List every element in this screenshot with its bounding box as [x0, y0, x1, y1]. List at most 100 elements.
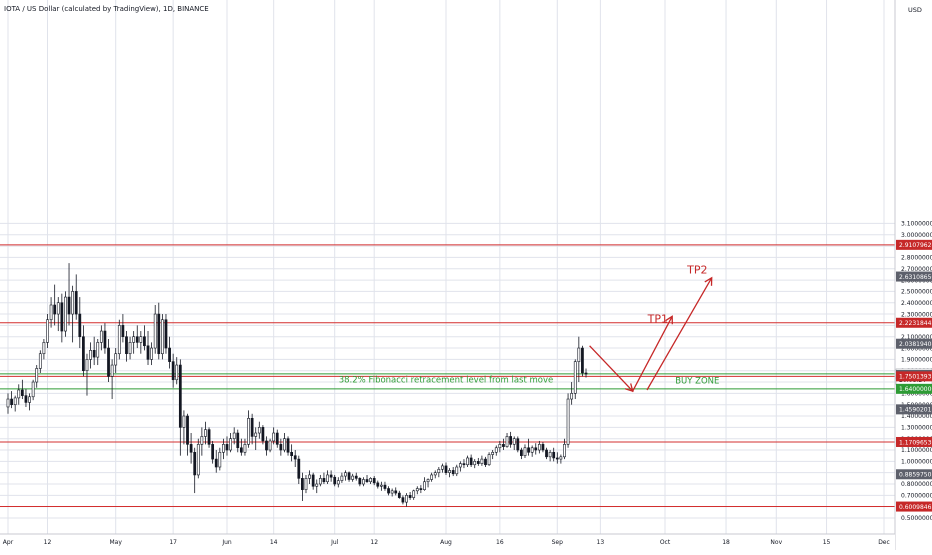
candle [315, 479, 319, 494]
candle-body [563, 444, 566, 458]
candle-body [290, 451, 293, 456]
candle-body [143, 336, 146, 347]
y-tick-label: 1.30000000 [901, 425, 932, 432]
candle [89, 342, 92, 369]
candle-body [555, 457, 559, 460]
candle-body [96, 342, 100, 358]
candle [369, 477, 372, 485]
price-badge: 1.45902013 [896, 404, 932, 415]
candle [358, 477, 362, 487]
candle-body [301, 478, 304, 490]
candle [408, 491, 412, 500]
candle [211, 440, 215, 464]
candle-body [24, 395, 28, 403]
candle-body [559, 456, 563, 460]
candle-body [333, 476, 337, 485]
candle-body [516, 438, 520, 451]
candle [275, 429, 279, 448]
candle [161, 314, 164, 360]
candle [178, 359, 182, 456]
candle [110, 359, 114, 400]
candle-body [236, 432, 240, 449]
candle [107, 338, 110, 383]
candle-body [480, 458, 484, 464]
candle-body [275, 432, 279, 445]
candle-body [204, 429, 207, 437]
candle-body [315, 483, 319, 487]
candle-body [340, 475, 344, 481]
candle-body [49, 304, 53, 321]
candle [157, 302, 161, 360]
candle-body [28, 396, 31, 403]
candle-body [229, 438, 232, 451]
candle [283, 433, 286, 453]
candle [60, 293, 64, 343]
candle [103, 323, 107, 354]
price-badge-bg [896, 338, 932, 349]
candle [354, 472, 358, 481]
price-badge: 1.17096536 [896, 436, 932, 447]
candle-body [56, 302, 60, 315]
candle [520, 447, 523, 460]
x-tick-label: Oct [660, 539, 671, 546]
candle [365, 474, 369, 483]
x-tick-label: 15 [823, 539, 831, 546]
candle [279, 438, 283, 456]
candle [35, 365, 39, 388]
candle [301, 472, 304, 502]
candle [509, 431, 512, 448]
candle [193, 447, 197, 494]
candle-body [426, 479, 430, 483]
x-tick-label: Jun [221, 539, 232, 546]
candle-body [225, 444, 229, 451]
x-tick-label: 16 [496, 539, 504, 546]
candle [469, 454, 473, 468]
candle-body [304, 478, 308, 490]
candle [527, 438, 530, 456]
candle [545, 447, 548, 460]
arrow-head [704, 276, 713, 286]
x-tick-label: Apr [3, 539, 14, 546]
candle-body [261, 427, 265, 442]
candle [125, 331, 128, 362]
candle [451, 467, 455, 477]
candle [322, 472, 326, 485]
candle [42, 338, 46, 360]
candle [82, 325, 85, 377]
x-tick-label: Sep [552, 539, 564, 546]
candle-body [476, 461, 480, 464]
candle-body [272, 432, 276, 442]
candle [304, 474, 308, 494]
candle-body [283, 438, 286, 451]
candle [254, 427, 258, 451]
candle-body [13, 397, 17, 406]
y-tick-label: 2.00000000 [901, 345, 932, 352]
candle [286, 436, 290, 456]
x-axis[interactable]: Apr 12 May 17 Jun 14 Jul 12 Aug 16 Sep 13 Oct 18 Nov 15… [3, 539, 890, 546]
candle [239, 438, 243, 456]
x-tick-label: 18 [722, 539, 730, 546]
candle [196, 438, 200, 479]
x-tick-label: 17 [169, 539, 177, 546]
candle-body [175, 364, 179, 381]
candle [563, 438, 566, 460]
candle-body [110, 364, 114, 377]
candle-body [135, 336, 139, 343]
candle-body [38, 353, 42, 369]
candle [476, 457, 480, 466]
candle [423, 477, 426, 491]
candle [272, 427, 276, 445]
candle [78, 297, 82, 349]
candle [552, 447, 556, 462]
candle [6, 393, 10, 414]
candle-body [153, 313, 157, 349]
candle [448, 468, 451, 478]
y-tick-label: 1.00000000 [901, 459, 932, 466]
candle [433, 470, 437, 479]
candle-body [107, 347, 110, 377]
candle [372, 476, 376, 486]
